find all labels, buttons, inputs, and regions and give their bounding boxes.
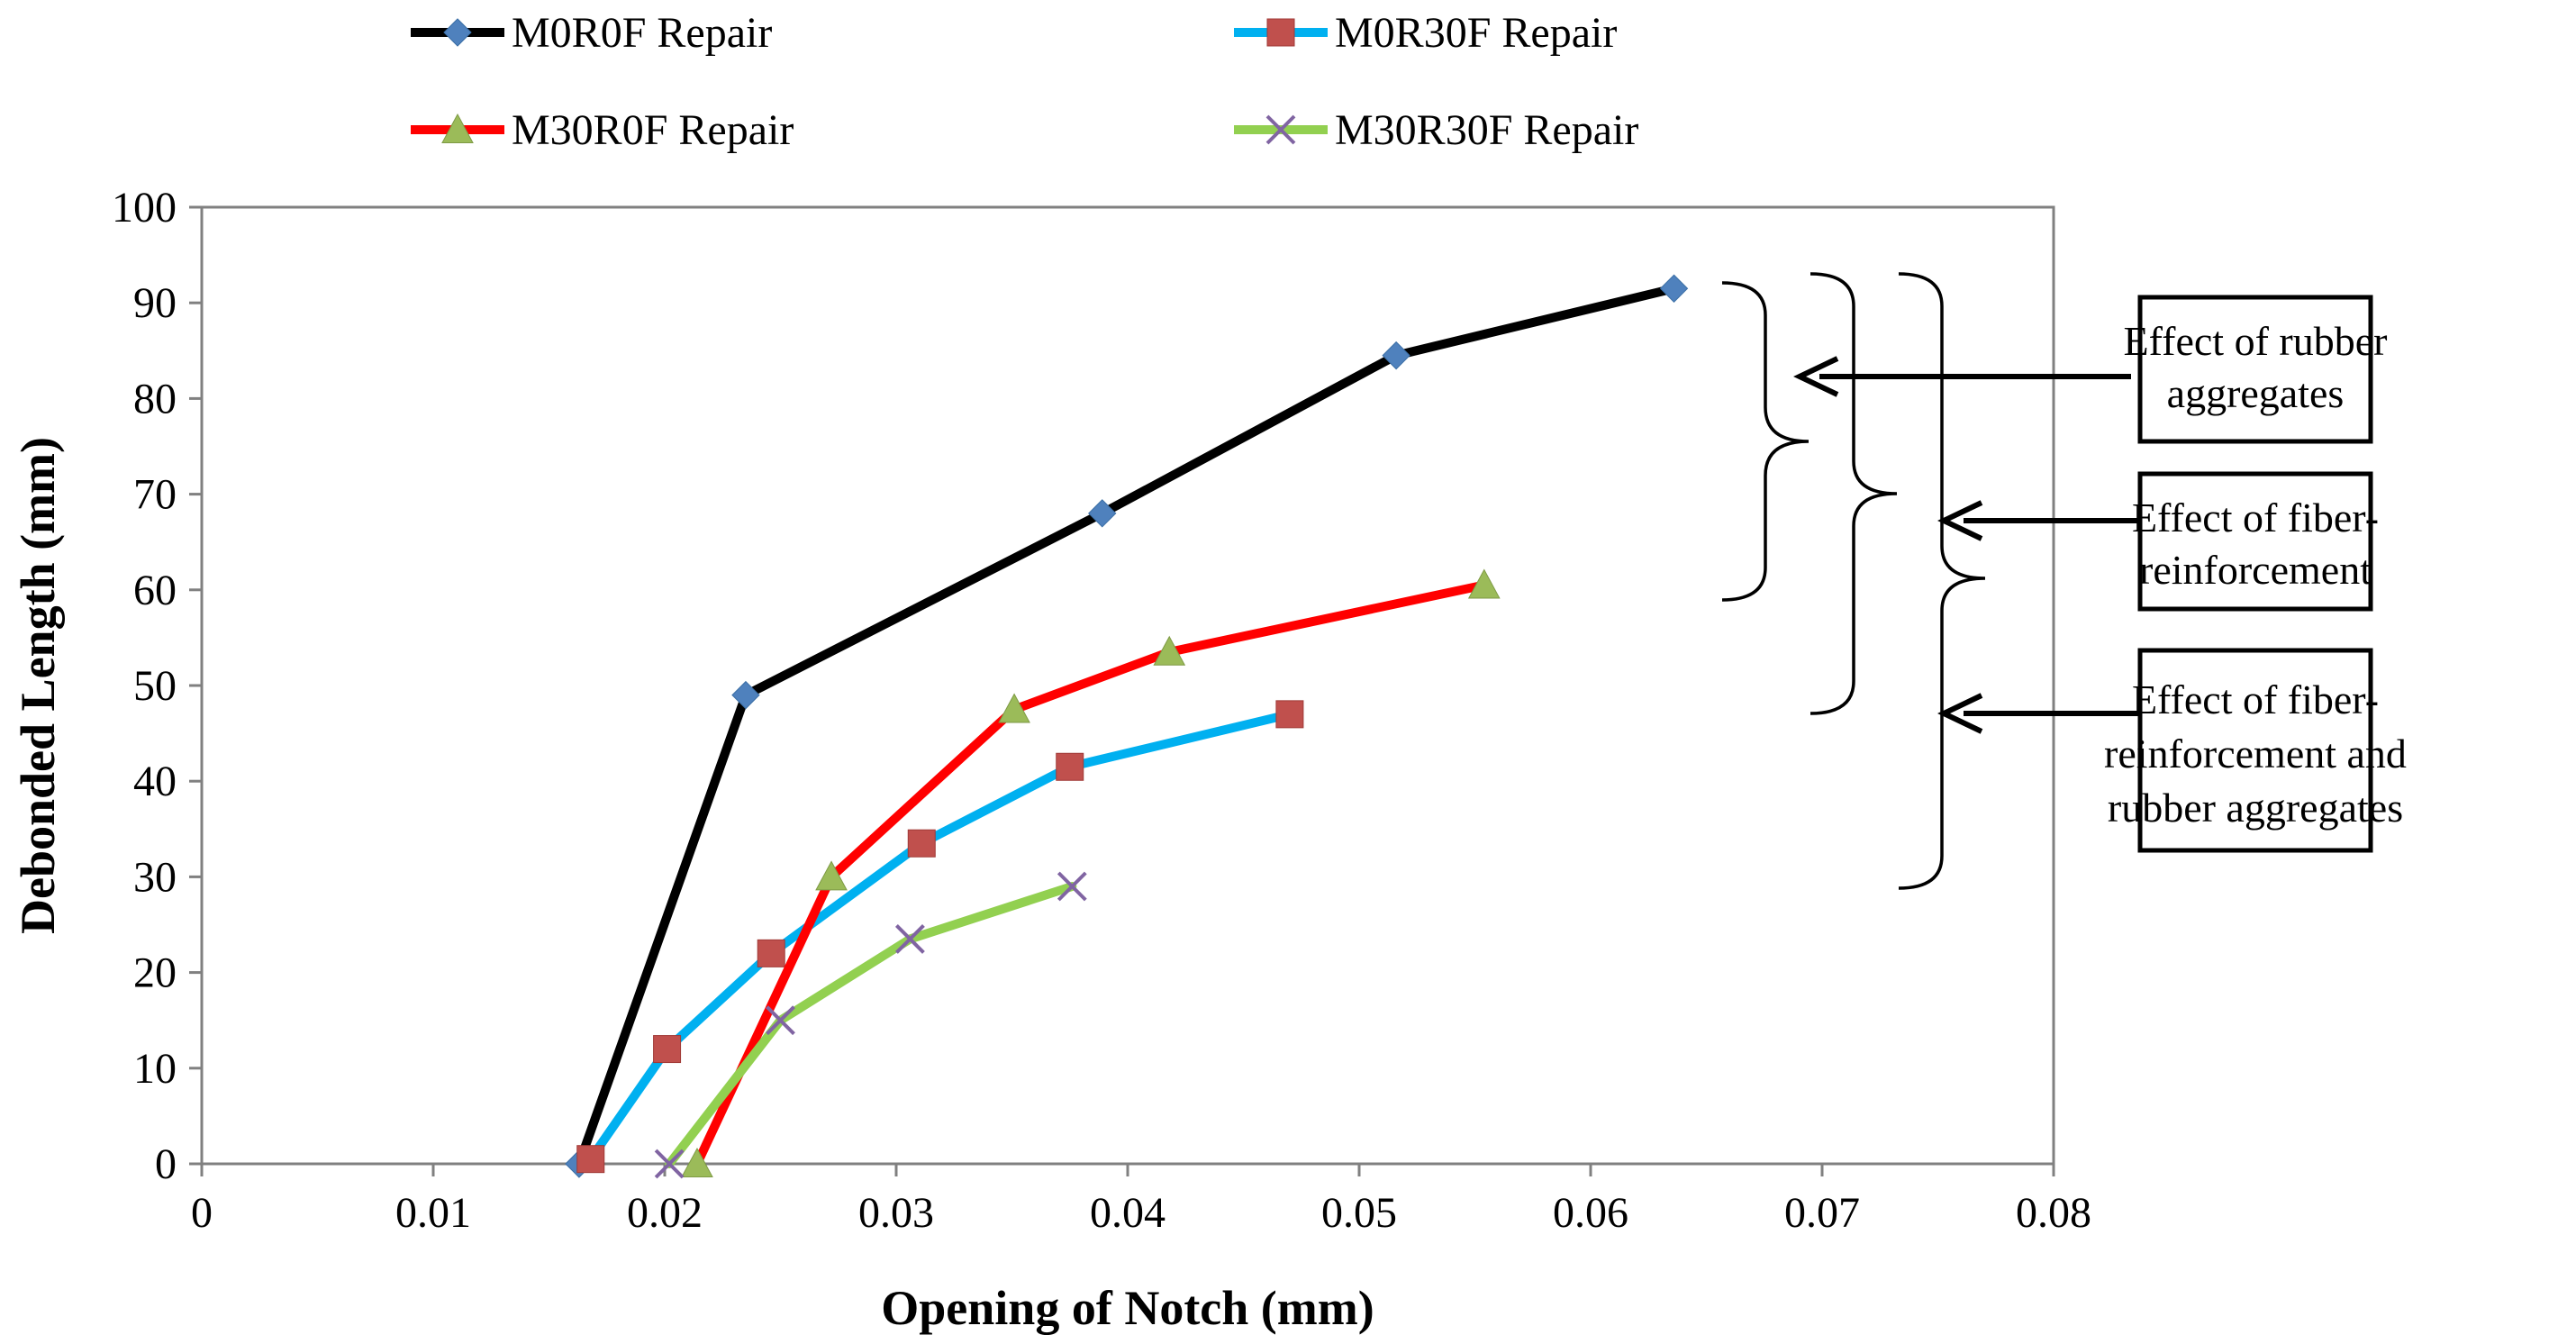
x-tick-label: 0.05 bbox=[1321, 1189, 1397, 1237]
legend-label: M30R0F Repair bbox=[512, 106, 794, 154]
series-m0r30f-repair bbox=[576, 700, 1304, 1174]
annotation-rubber-line-2: aggregates bbox=[2167, 370, 2345, 416]
y-axis-title: Debonded Length (mm) bbox=[11, 437, 65, 934]
annotation-both-line-3: rubber aggregates bbox=[2108, 785, 2403, 831]
series-layer bbox=[565, 274, 1689, 1179]
data-point bbox=[815, 860, 848, 891]
data-point bbox=[731, 680, 760, 710]
data-point bbox=[576, 1145, 605, 1174]
legend-item: M0R30F Repair bbox=[1234, 9, 1617, 57]
y-tick-label: 10 bbox=[133, 1045, 177, 1093]
annotation-rubber-line-1: Effect of rubber bbox=[2124, 318, 2388, 364]
y-tick-label: 0 bbox=[155, 1140, 177, 1188]
plot-area-frame bbox=[200, 205, 2055, 1166]
annotation-rubber: Effect of rubber aggregates bbox=[2124, 295, 2388, 444]
series-m30r30f-repair bbox=[654, 871, 1087, 1179]
legend-marker bbox=[441, 113, 474, 143]
legend-item: M30R30F Repair bbox=[1234, 106, 1638, 154]
annotation-both-line-2: reinforcement and bbox=[2104, 731, 2407, 776]
y-tick-label: 90 bbox=[133, 279, 177, 327]
data-point bbox=[907, 829, 936, 858]
data-point bbox=[1467, 568, 1501, 599]
data-point bbox=[681, 1147, 713, 1177]
arrow-rubber bbox=[1793, 356, 2131, 397]
y-tick-label: 70 bbox=[133, 471, 177, 519]
series-line bbox=[574, 284, 1679, 1168]
data-point bbox=[766, 1005, 795, 1036]
x-ticks: 0 0.01 0.02 0.03 0.04 0.05 0.06 0.07 0.08 bbox=[191, 1164, 2091, 1237]
data-point bbox=[757, 939, 785, 967]
data-point bbox=[1057, 871, 1087, 902]
x-tick-label: 0.03 bbox=[858, 1189, 934, 1237]
legend-item: M0R0F Repair bbox=[411, 9, 772, 57]
brace-fiber bbox=[1810, 272, 1898, 715]
annotation-fiber-line-1: Effect of fiber- bbox=[2132, 495, 2379, 540]
legend-marker bbox=[443, 18, 472, 47]
data-point bbox=[653, 1035, 682, 1064]
annotation-fiber-line-2: reinforcement bbox=[2139, 547, 2372, 593]
arrow-fiber bbox=[1937, 500, 2140, 541]
series-m0r0f-repair bbox=[565, 274, 1689, 1178]
y-tick-label: 30 bbox=[133, 853, 177, 901]
x-tick-label: 0.01 bbox=[395, 1189, 471, 1237]
legend-marker bbox=[1265, 114, 1296, 145]
series-line bbox=[585, 709, 1294, 1164]
x-tick-label: 0.07 bbox=[1784, 1189, 1860, 1237]
legend-label: M0R30F Repair bbox=[1335, 9, 1617, 57]
legend-item: M30R0F Repair bbox=[411, 106, 794, 154]
x-tick-label: 0.06 bbox=[1553, 1189, 1628, 1237]
y-tick-label: 50 bbox=[133, 662, 177, 710]
legend-label: M0R0F Repair bbox=[512, 9, 772, 57]
legend: M0R0F Repair M0R30F Repair M30R0F Repair M3… bbox=[411, 9, 1638, 154]
y-tick-label: 40 bbox=[133, 758, 177, 805]
legend-marker bbox=[1266, 18, 1295, 47]
arrow-both bbox=[1937, 693, 2140, 734]
y-tick-label: 60 bbox=[133, 567, 177, 614]
data-point bbox=[1382, 341, 1410, 370]
x-tick-label: 0.02 bbox=[627, 1189, 703, 1237]
series-line bbox=[692, 580, 1489, 1168]
brace-rubber bbox=[1721, 281, 1810, 602]
data-point bbox=[998, 693, 1030, 723]
x-tick-label: 0.08 bbox=[2016, 1189, 2091, 1237]
data-point bbox=[895, 924, 925, 954]
data-point bbox=[1275, 700, 1304, 729]
x-tick-label: 0 bbox=[191, 1189, 213, 1237]
annotation-both: Effect of fiber- reinforcement and rubbe… bbox=[2104, 648, 2407, 853]
annotation-fiber: Effect of fiber- reinforcement bbox=[2132, 471, 2379, 612]
brace-both bbox=[1898, 272, 1986, 890]
legend-label: M30R30F Repair bbox=[1335, 106, 1638, 154]
y-ticks: 0 10 20 30 40 50 60 70 80 90 100 bbox=[112, 184, 202, 1188]
annotation-both-line-1: Effect of fiber- bbox=[2132, 677, 2379, 722]
y-tick-label: 20 bbox=[133, 949, 177, 997]
data-point bbox=[654, 1149, 685, 1179]
data-point bbox=[1153, 635, 1186, 666]
data-point bbox=[1056, 752, 1084, 781]
series-line bbox=[665, 882, 1077, 1168]
y-tick-label: 80 bbox=[133, 375, 177, 422]
data-point bbox=[1088, 499, 1117, 528]
x-axis-title: Opening of Notch (mm) bbox=[881, 1281, 1374, 1335]
data-point bbox=[1659, 274, 1689, 303]
series-m30r0f-repair bbox=[681, 568, 1501, 1177]
x-tick-label: 0.04 bbox=[1090, 1189, 1166, 1237]
y-tick-label: 100 bbox=[112, 184, 177, 232]
